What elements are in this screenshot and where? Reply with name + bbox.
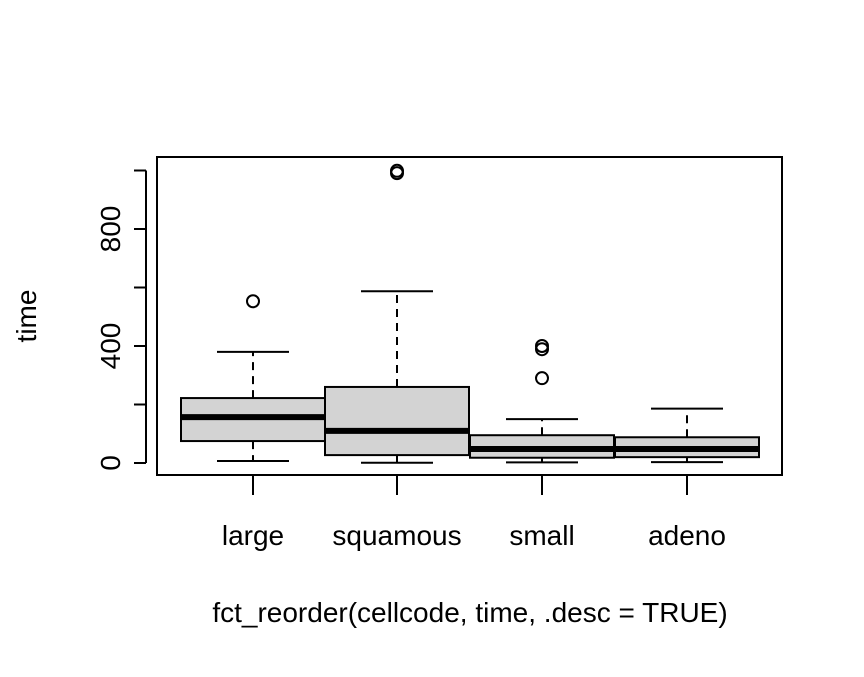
- box-large: [180, 294, 326, 462]
- iqr-box: [324, 385, 470, 457]
- y-tick-label: 0: [95, 455, 126, 471]
- x-tick-label: squamous: [332, 520, 461, 551]
- x-axis-label: fct_reorder(cellcode, time, .desc = TRUE…: [212, 597, 727, 628]
- y-axis-label: time: [11, 290, 42, 343]
- x-axis: large squamous small adeno: [222, 475, 726, 551]
- box-adeno: [614, 407, 760, 464]
- plot-frame: [156, 156, 783, 476]
- y-tick-label: 400: [95, 323, 126, 370]
- outlier-point: [246, 294, 260, 309]
- box-small: [469, 339, 615, 464]
- outlier-point: [390, 163, 404, 178]
- outlier-point: [535, 371, 549, 386]
- outlier-point: [535, 339, 549, 353]
- box-squamous: [324, 163, 470, 464]
- x-tick-label: adeno: [648, 520, 726, 551]
- y-axis: 0 400 800: [95, 169, 147, 471]
- x-tick-label: small: [509, 520, 574, 551]
- x-tick-label: large: [222, 520, 284, 551]
- y-tick-label: 800: [95, 206, 126, 253]
- boxes: [180, 163, 760, 464]
